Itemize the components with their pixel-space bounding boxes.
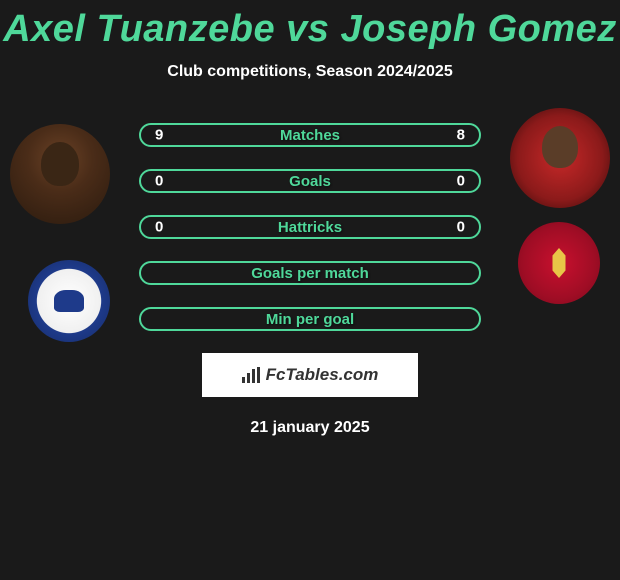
stat-label: Matches xyxy=(280,127,340,144)
chart-icon xyxy=(242,367,262,383)
stat-pill: 9 Matches 8 xyxy=(139,123,481,147)
stat-row: 0 Hattricks 0 xyxy=(139,215,481,239)
stat-label: Hattricks xyxy=(278,219,342,236)
stat-pill: Goals per match xyxy=(139,261,481,285)
stat-row: Goals per match xyxy=(139,261,481,285)
stat-pill: 0 Hattricks 0 xyxy=(139,215,481,239)
stat-label: Goals per match xyxy=(251,265,369,282)
comparison-title: Axel Tuanzebe vs Joseph Gomez xyxy=(0,0,620,51)
stat-pill: Min per goal xyxy=(139,307,481,331)
watermark: FcTables.com xyxy=(202,353,418,397)
watermark-text: FcTables.com xyxy=(266,365,379,385)
stat-right-value: 0 xyxy=(457,173,465,190)
stat-label: Goals xyxy=(289,173,331,190)
date-label: 21 january 2025 xyxy=(0,419,620,437)
season-subtitle: Club competitions, Season 2024/2025 xyxy=(0,63,620,81)
stat-pill: 0 Goals 0 xyxy=(139,169,481,193)
stat-row: 9 Matches 8 xyxy=(139,123,481,147)
stat-left-value: 0 xyxy=(155,173,163,190)
stat-row: Min per goal xyxy=(139,307,481,331)
stat-right-value: 8 xyxy=(457,127,465,144)
stat-row: 0 Goals 0 xyxy=(139,169,481,193)
stat-left-value: 9 xyxy=(155,127,163,144)
stat-right-value: 0 xyxy=(457,219,465,236)
stats-container: 9 Matches 8 0 Goals 0 0 Hattricks 0 Goal… xyxy=(0,123,620,331)
stat-label: Min per goal xyxy=(266,311,354,328)
stat-left-value: 0 xyxy=(155,219,163,236)
